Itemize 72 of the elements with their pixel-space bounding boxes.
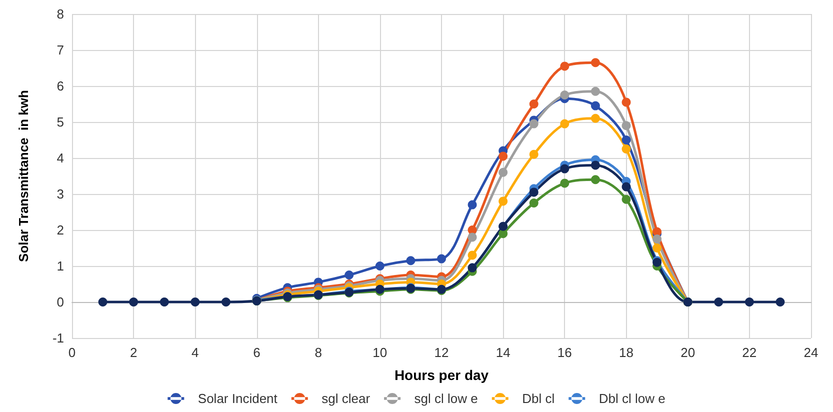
point	[468, 200, 477, 210]
point	[529, 188, 538, 197]
point	[129, 298, 138, 306]
point	[776, 298, 785, 306]
point	[590, 160, 600, 170]
x-tick-label: 14	[496, 345, 510, 360]
point	[590, 86, 600, 96]
point	[622, 98, 631, 107]
legend-label: Dbl cl	[522, 391, 555, 406]
legend-label: sgl clear	[322, 391, 371, 406]
x-tick-label: 0	[68, 345, 76, 360]
point	[375, 262, 384, 270]
y-tick-label: 0	[56, 294, 64, 310]
legend-label: Dbl cl low e	[598, 391, 666, 406]
x-tick-label: 2	[130, 345, 138, 360]
point	[498, 152, 508, 161]
point	[221, 298, 230, 306]
point	[498, 196, 508, 206]
point	[560, 178, 570, 188]
point	[652, 234, 662, 244]
point	[590, 114, 600, 123]
point	[560, 90, 570, 100]
point	[622, 121, 631, 130]
x-tick-label: 4	[192, 345, 199, 360]
point	[560, 119, 570, 128]
point	[468, 232, 477, 242]
point	[529, 100, 538, 108]
x-tick-label: 8	[314, 345, 322, 360]
point	[437, 254, 446, 264]
x-tick-label: 16	[557, 345, 572, 360]
point	[622, 194, 631, 204]
point	[622, 136, 631, 144]
point	[622, 144, 631, 154]
x-tick-label: 20	[680, 345, 696, 360]
point	[652, 244, 662, 252]
y-axis-title: Solar Transmittance in kwh	[16, 90, 31, 262]
point	[590, 101, 600, 110]
point	[590, 175, 600, 184]
y-tick-label: 4	[56, 150, 64, 166]
y-tick-label: 7	[56, 42, 64, 58]
point	[560, 164, 570, 174]
point	[98, 298, 108, 306]
y-tick-label: 6	[56, 78, 64, 94]
point	[406, 256, 416, 266]
point	[160, 298, 169, 306]
x-tick-label: 22	[742, 345, 757, 360]
point	[468, 250, 477, 260]
point	[529, 198, 538, 208]
legend-label: Solar Incident	[198, 391, 278, 406]
x-tick-label: 6	[253, 345, 260, 360]
point	[590, 58, 600, 68]
y-tick-label: 3	[56, 186, 64, 202]
y-tick-label: -1	[52, 330, 64, 346]
point	[190, 298, 200, 306]
point	[744, 298, 754, 306]
point	[529, 119, 538, 128]
y-tick-label: 8	[56, 6, 64, 22]
y-tick-label: 5	[56, 114, 64, 130]
point	[560, 62, 570, 71]
x-axis-title: Hours per day	[394, 367, 489, 383]
point	[622, 182, 631, 192]
y-tick-label: 1	[56, 258, 64, 274]
point	[529, 150, 538, 159]
point	[714, 298, 724, 306]
y-tick-label: 2	[56, 222, 64, 238]
x-tick-label: 24	[804, 345, 818, 360]
point	[344, 270, 354, 280]
x-tick-label: 12	[434, 345, 449, 360]
x-tick-label: 10	[372, 345, 388, 360]
point	[498, 168, 508, 177]
legend-label: sgl cl low e	[414, 391, 478, 406]
x-tick-label: 18	[619, 345, 634, 360]
